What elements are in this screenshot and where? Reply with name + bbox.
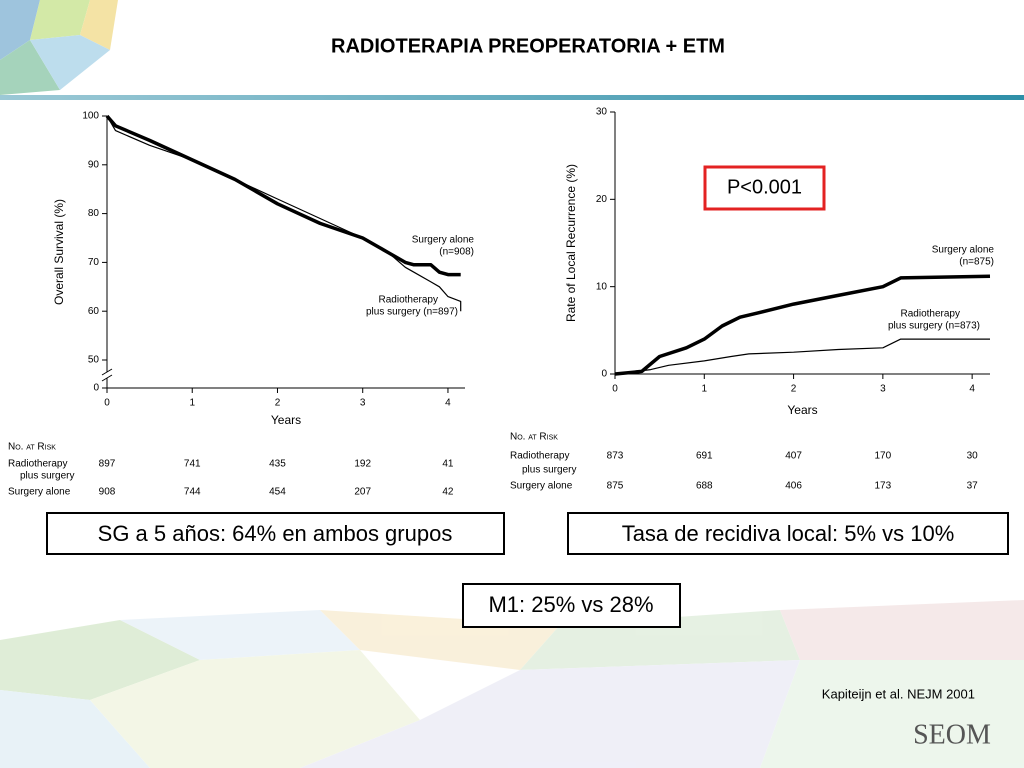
- risk-value: 691: [696, 451, 713, 462]
- risk-row-label: Radiotherapy: [510, 451, 569, 462]
- summary-text: SG a 5 años: 64% en ambos grupos: [98, 521, 453, 546]
- x-tick-label: 3: [360, 398, 366, 409]
- x-tick-label: 0: [104, 398, 110, 409]
- risk-title: No. at Risk: [8, 442, 56, 453]
- risk-value: 30: [967, 451, 979, 462]
- risk-value: 42: [442, 487, 454, 498]
- p-value-box: [703, 165, 826, 211]
- risk-value: 875: [607, 481, 624, 492]
- risk-value: 406: [785, 481, 802, 492]
- risk-title: No. at Risk: [510, 432, 558, 443]
- risk-value: 41: [442, 459, 454, 470]
- summary-text: M1: 25% vs 28%: [488, 592, 653, 617]
- slide-title: RADIOTERAPIA PREOPERATORIA + ETM: [331, 35, 725, 57]
- p-value: P<0.001: [727, 176, 802, 198]
- risk-value: 873: [607, 451, 624, 462]
- x-axis-label: Years: [787, 403, 817, 417]
- y-tick-label: 60: [88, 306, 100, 317]
- y-axis-label: Rate of Local Recurrence (%): [564, 164, 578, 322]
- y-tick-label: 90: [88, 159, 100, 170]
- y-tick-label: 0: [93, 383, 99, 394]
- y-tick-label: 50: [88, 355, 100, 366]
- risk-value: 407: [785, 451, 802, 462]
- risk-value: 688: [696, 481, 713, 492]
- risk-row-label: plus surgery: [20, 471, 74, 482]
- risk-row-label: plus surgery: [522, 465, 576, 476]
- risk-value: 435: [269, 459, 286, 470]
- summary-box: [567, 512, 1009, 555]
- annotation: plus surgery (n=873): [888, 321, 980, 332]
- series-line: [614, 338, 990, 375]
- annotation: plus surgery (n=897): [366, 307, 458, 318]
- risk-value: 173: [875, 481, 892, 492]
- x-tick-label: 4: [445, 398, 451, 409]
- axis-break: [101, 374, 113, 382]
- series-line: [614, 274, 991, 376]
- risk-value: 908: [99, 487, 116, 498]
- x-axis-label: Years: [271, 413, 301, 427]
- y-axis-label: Overall Survival (%): [52, 199, 66, 305]
- x-tick-label: 4: [969, 384, 975, 395]
- series-line: [105, 114, 461, 277]
- summary-box: [462, 583, 681, 628]
- risk-value: 454: [269, 487, 286, 498]
- risk-value: 744: [184, 487, 201, 498]
- x-tick-label: 0: [612, 384, 618, 395]
- risk-value: 207: [354, 487, 371, 498]
- y-tick-label: 100: [82, 111, 99, 122]
- risk-value: 741: [184, 459, 201, 470]
- summary-text: Tasa de recidiva local: 5% vs 10%: [622, 521, 955, 546]
- x-tick-label: 2: [791, 384, 797, 395]
- annotation: (n=875): [959, 257, 994, 268]
- annotation: (n=908): [439, 247, 474, 258]
- logo: SEOM: [913, 719, 991, 750]
- x-tick-label: 1: [702, 384, 708, 395]
- risk-value: 897: [99, 459, 116, 470]
- risk-value: 192: [354, 459, 371, 470]
- risk-value: 170: [875, 451, 892, 462]
- series-line: [106, 115, 462, 312]
- risk-row-label: Surgery alone: [510, 481, 573, 492]
- x-tick-label: 1: [189, 398, 195, 409]
- risk-row-label: Surgery alone: [8, 487, 71, 498]
- x-tick-label: 2: [275, 398, 281, 409]
- annotation: Radiotherapy: [901, 309, 960, 320]
- risk-row-label: Radiotherapy: [8, 459, 67, 470]
- y-tick-label: 70: [88, 257, 100, 268]
- annotation: Surgery alone: [932, 245, 995, 256]
- y-tick-label: 20: [596, 194, 608, 205]
- y-tick-label: 30: [596, 107, 608, 118]
- header-rule: [0, 95, 1024, 100]
- axis-break: [101, 368, 113, 376]
- annotation: Surgery alone: [412, 235, 475, 246]
- risk-value: 37: [967, 481, 979, 492]
- y-tick-label: 10: [596, 281, 608, 292]
- y-tick-label: 80: [88, 208, 100, 219]
- citation: Kapiteijn et al. NEJM 2001: [822, 686, 975, 701]
- y-tick-label: 0: [601, 369, 607, 380]
- summary-box: [46, 512, 505, 555]
- x-tick-label: 3: [880, 384, 886, 395]
- annotation: Radiotherapy: [379, 295, 438, 306]
